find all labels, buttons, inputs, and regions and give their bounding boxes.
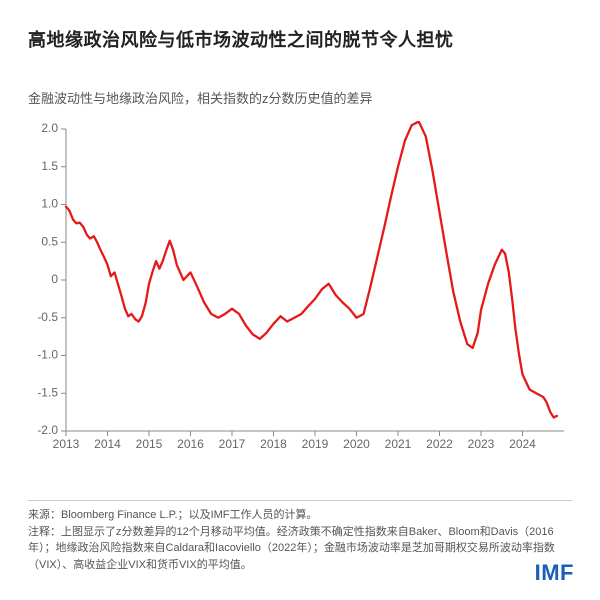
svg-text:2019: 2019 <box>302 437 329 451</box>
svg-text:-1.5: -1.5 <box>37 385 58 399</box>
imf-logo: IMF <box>535 560 574 586</box>
svg-text:2013: 2013 <box>53 437 80 451</box>
svg-text:2020: 2020 <box>343 437 370 451</box>
svg-text:2024: 2024 <box>509 437 536 451</box>
chart-svg: -2.0 -1.5 -1.0 -0.5 0 0.5 1.0 1.5 2.0 2013 2014 201… <box>28 121 572 456</box>
svg-text:2022: 2022 <box>426 437 453 451</box>
svg-text:2018: 2018 <box>260 437 287 451</box>
footer-note: 注释：上图显示了z分数差异的12个月移动平均值。经济政策不确定性指数来自Bake… <box>28 526 555 571</box>
svg-text:-1.0: -1.0 <box>37 348 58 362</box>
footer-notes: 来源：Bloomberg Finance L.P.；以及IMF工作人员的计算。 … <box>28 500 572 573</box>
svg-text:2015: 2015 <box>136 437 163 451</box>
svg-text:2016: 2016 <box>177 437 204 451</box>
svg-text:-2.0: -2.0 <box>37 423 58 437</box>
svg-text:1.0: 1.0 <box>41 197 58 211</box>
chart-title: 高地缘政治风险与低市场波动性之间的脱节令人担忧 <box>28 26 572 52</box>
chart-subtitle: 金融波动性与地缘政治风险，相关指数的z分数历史值的差异 <box>28 88 572 107</box>
line-chart: -2.0 -1.5 -1.0 -0.5 0 0.5 1.0 1.5 2.0 2013 2014 201… <box>28 121 572 456</box>
svg-text:0: 0 <box>51 272 58 286</box>
svg-text:2021: 2021 <box>385 437 412 451</box>
svg-text:0.5: 0.5 <box>41 234 58 248</box>
svg-text:2023: 2023 <box>468 437 495 451</box>
chart-container: 高地缘政治风险与低市场波动性之间的脱节令人担忧 金融波动性与地缘政治风险，相关指… <box>0 0 600 600</box>
svg-text:2014: 2014 <box>94 437 121 451</box>
svg-text:2017: 2017 <box>219 437 246 451</box>
footer-source: 来源：Bloomberg Finance L.P.；以及IMF工作人员的计算。 <box>28 509 318 521</box>
svg-text:-0.5: -0.5 <box>37 310 58 324</box>
svg-text:1.5: 1.5 <box>41 159 58 173</box>
svg-text:2.0: 2.0 <box>41 121 58 135</box>
